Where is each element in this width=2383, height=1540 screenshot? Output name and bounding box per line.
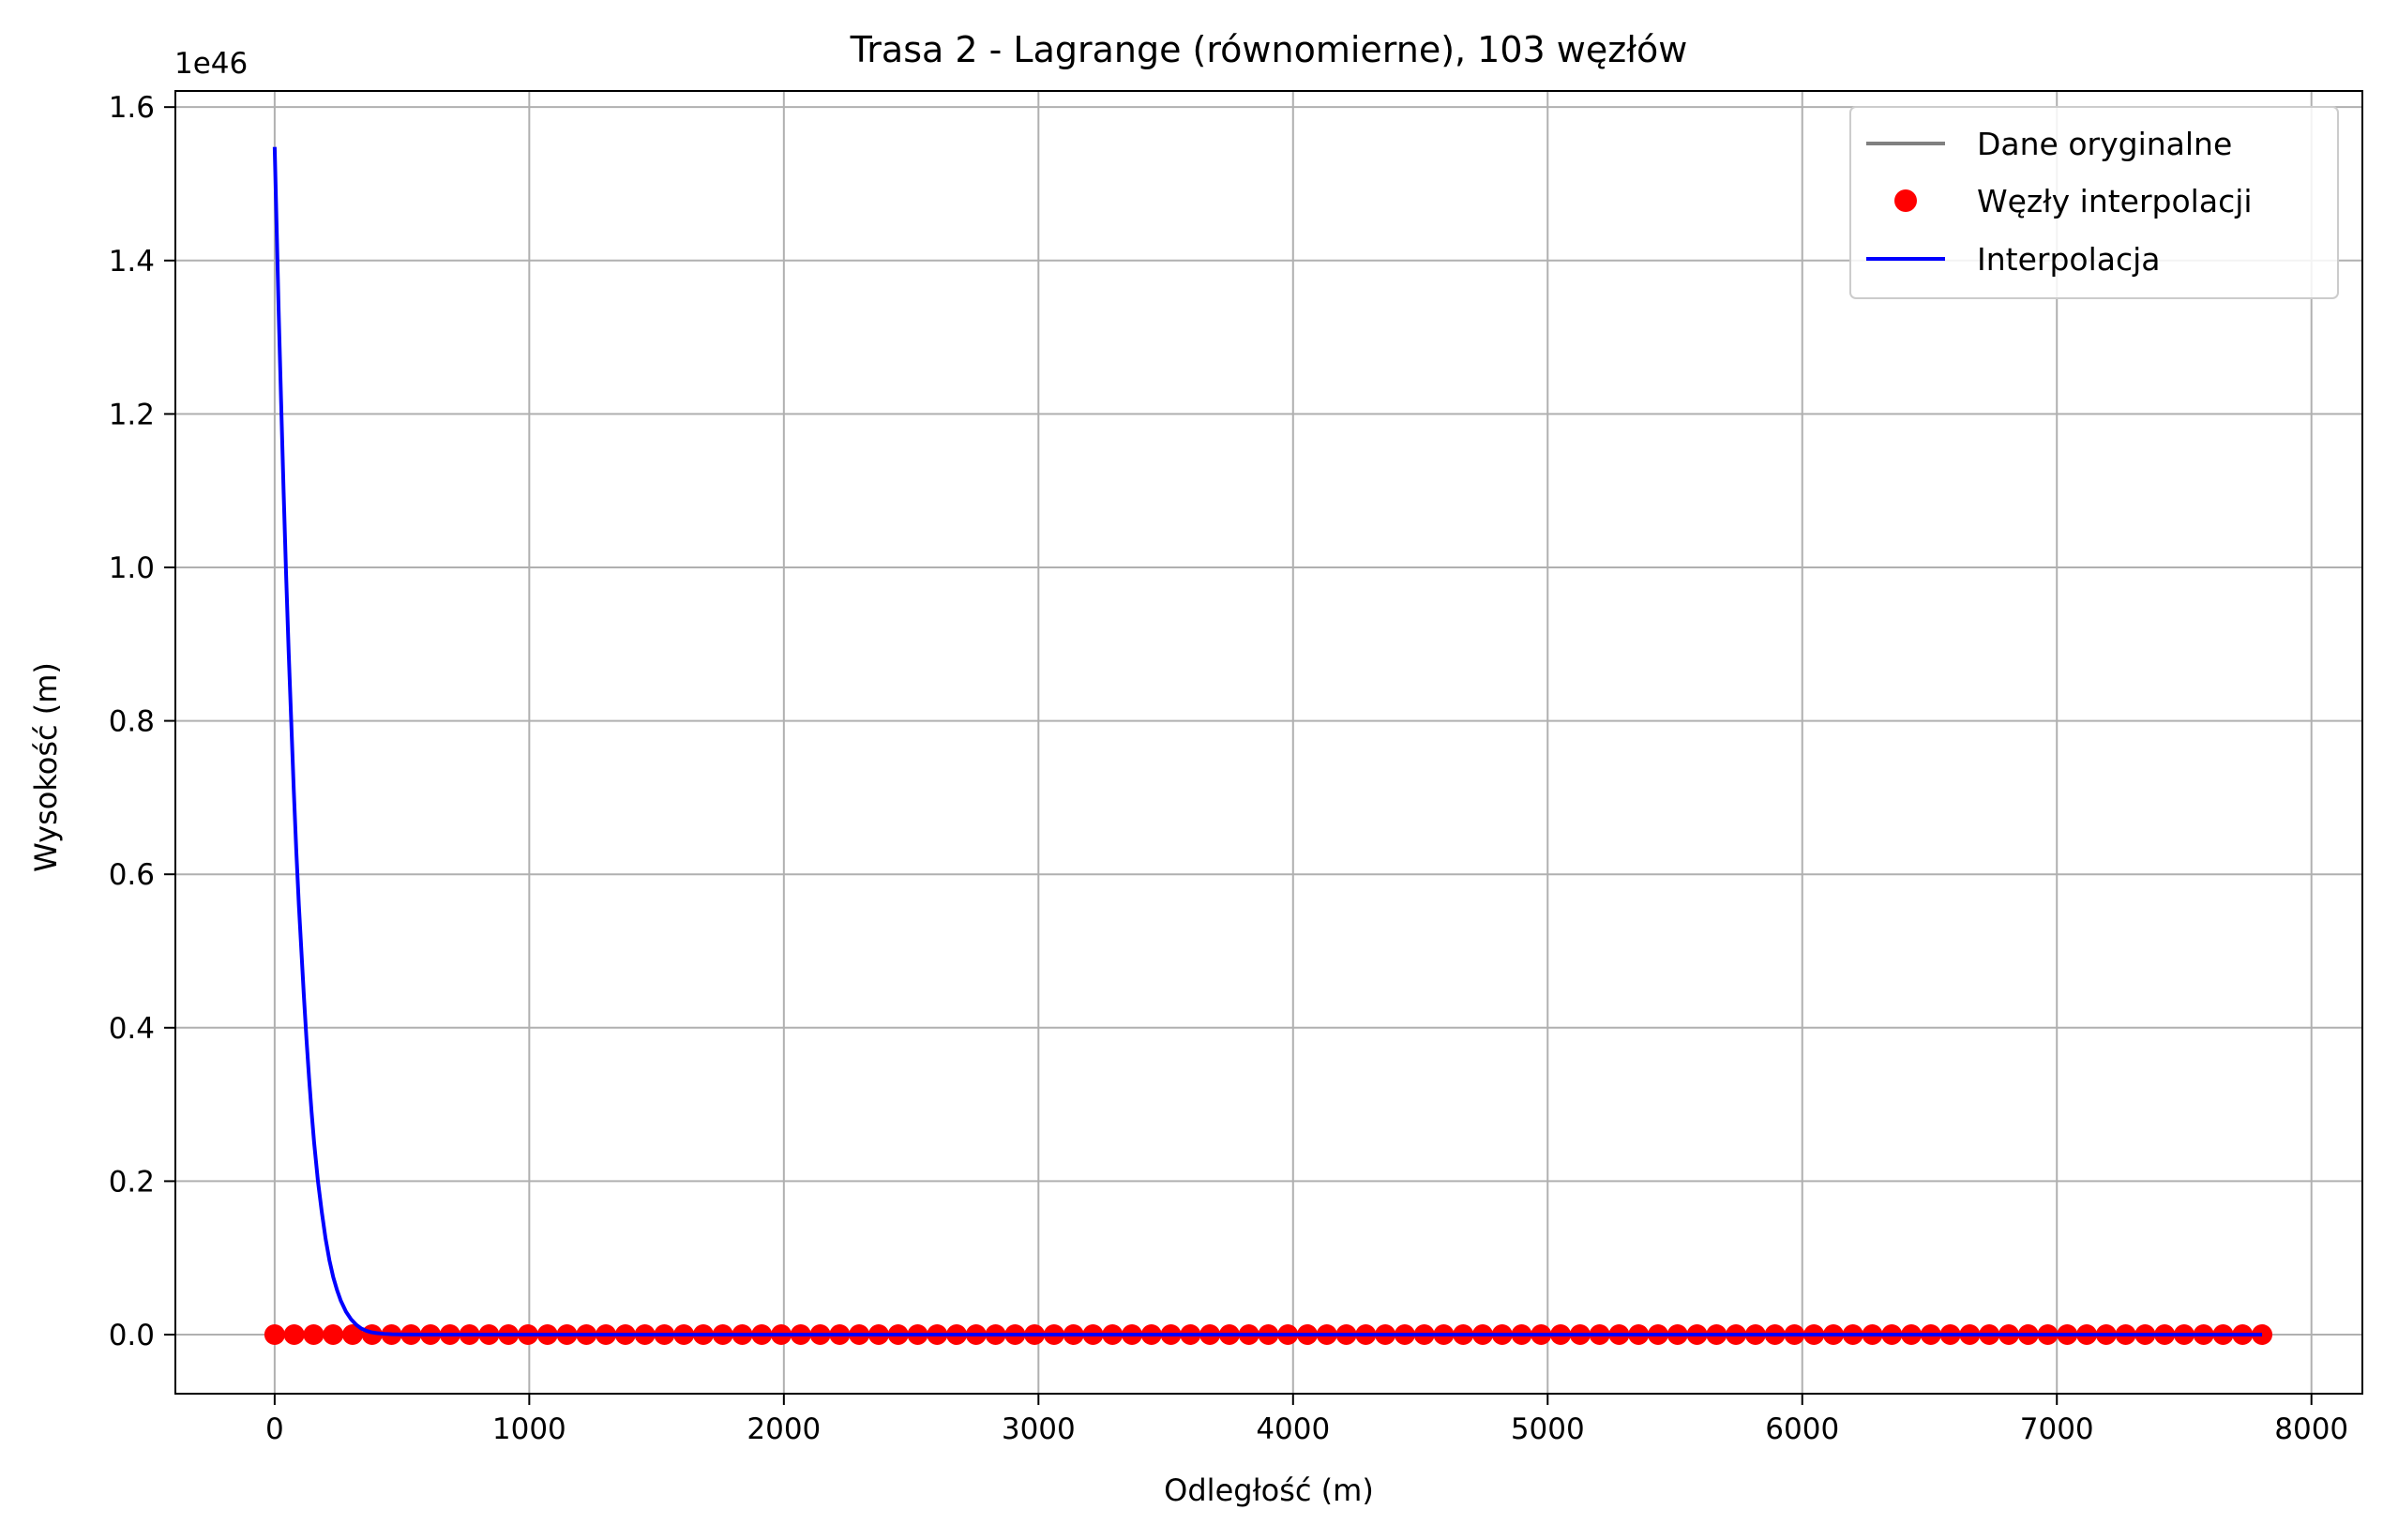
y-axis-offset-label: 1e46 (174, 47, 248, 81)
y-tick-label: 1.4 (109, 245, 155, 279)
x-tick-label: 2000 (747, 1412, 821, 1446)
node-point (283, 1324, 305, 1346)
node-point (341, 1324, 363, 1346)
x-tick-label: 3000 (1002, 1412, 1076, 1446)
y-tick-label: 1.2 (109, 398, 155, 431)
x-tick-label: 5000 (1511, 1412, 1585, 1446)
y-tick-label: 0.0 (109, 1319, 155, 1352)
x-axis-label: Odległość (m) (1164, 1472, 1374, 1508)
y-tick-label: 1.6 (109, 91, 155, 125)
legend-label-original: Dane oryginalne (1977, 126, 2232, 162)
legend-label-nodes: Węzły interpolacji (1977, 183, 2253, 219)
series-interpolation-line (272, 146, 2263, 1337)
x-tick-label: 4000 (1256, 1412, 1330, 1446)
y-tick-label: 0.6 (109, 858, 155, 892)
plot-frame (174, 90, 2363, 1395)
legend: Dane oryginalne Węzły interpolacji Inter… (1849, 106, 2339, 299)
x-tick-label: 0 (265, 1412, 284, 1446)
y-tick-label: 0.8 (109, 705, 155, 739)
legend-box (1849, 106, 2339, 299)
x-tick-label: 8000 (2274, 1412, 2348, 1446)
plot-area (175, 91, 2362, 1394)
y-axis: 0.0 0.2 0.4 0.6 0.8 1.0 1.2 1.4 1.6 (109, 91, 175, 1352)
y-axis-label: Wysokość (m) (28, 662, 64, 872)
chart-title: Trasa 2 - Lagrange (równomierne), 103 wę… (850, 29, 1688, 70)
y-tick-label: 0.2 (109, 1165, 155, 1199)
x-tick-label: 7000 (2020, 1412, 2094, 1446)
node-point (303, 1324, 324, 1346)
legend-marker-nodes (1894, 189, 1917, 212)
node-point (323, 1324, 344, 1346)
x-axis: 0 1000 2000 3000 4000 5000 6000 7000 8000 (265, 1394, 2348, 1446)
x-tick-label: 6000 (1765, 1412, 1839, 1446)
x-tick-label: 1000 (492, 1412, 566, 1446)
y-tick-label: 1.0 (109, 551, 155, 585)
series-layer (264, 146, 2273, 1346)
legend-label-interpolation: Interpolacja (1977, 241, 2161, 278)
y-tick-label: 0.4 (109, 1012, 155, 1046)
node-point (264, 1324, 285, 1346)
